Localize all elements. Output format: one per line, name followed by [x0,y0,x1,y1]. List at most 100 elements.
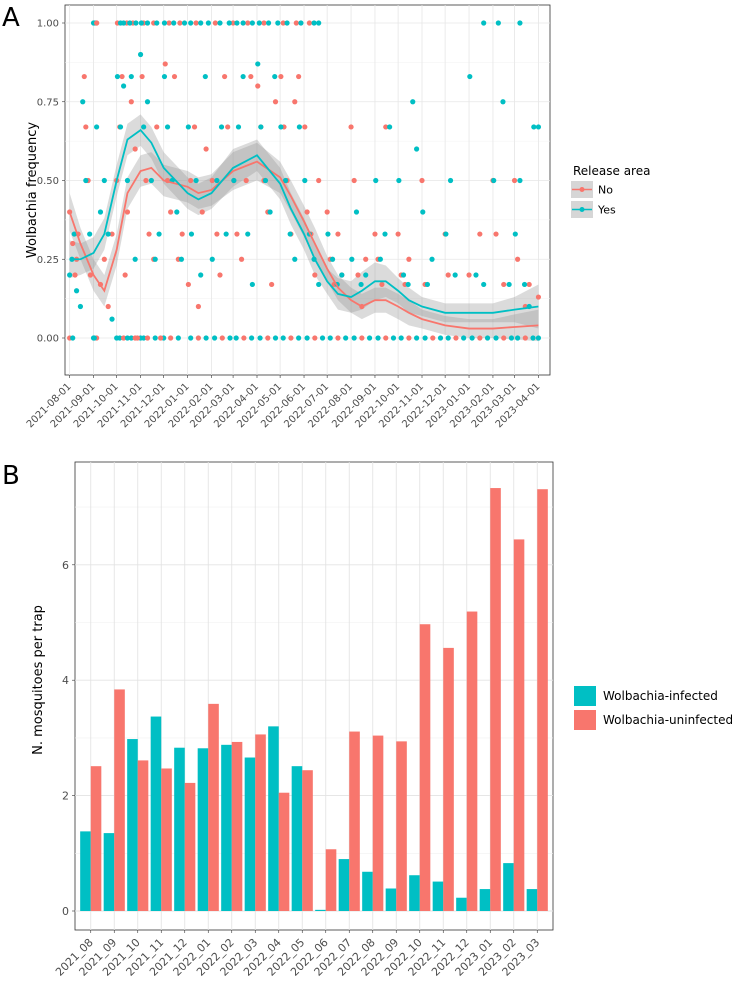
data-point [531,124,537,130]
data-point [296,335,302,341]
data-point [272,99,279,105]
data-point [144,99,151,105]
data-point [420,209,426,215]
data-point [312,272,318,278]
data-point [390,335,397,341]
data-point [395,231,401,237]
data-point [500,99,506,105]
data-point [94,20,100,26]
chart-b-y-ticks: 0 2 4 6 [62,559,75,918]
data-point [296,73,302,80]
smooth-line-no [68,160,539,330]
data-point [526,281,532,288]
data-point [302,177,308,184]
data-point [234,231,240,237]
data-point [495,20,501,26]
bar-infected [244,757,256,911]
data-point [443,231,449,237]
data-point [517,177,523,184]
data-point [171,73,178,80]
data-point [515,335,521,341]
data-point [154,124,160,130]
data-point [522,335,528,341]
data-point [161,73,168,80]
bar-infected [174,747,185,911]
data-point [154,20,160,26]
data-point [114,73,121,80]
y-tick-label: 4 [62,674,69,687]
data-point [405,281,411,288]
data-point [288,335,294,341]
data-point [214,177,220,184]
chart-a-wolbachia-frequency: 0.00 0.25 0.50 0.75 1.00 2021-08-012021-09-0… [25,4,650,430]
bar-infected [80,831,91,911]
data-point [121,20,127,26]
legend-key-no-point [579,187,585,192]
data-point [166,20,172,26]
data-point [132,146,138,152]
bar-infected [409,875,420,911]
data-point [124,177,131,184]
data-point [255,83,261,89]
data-point [272,335,279,341]
data-point [191,124,198,130]
data-point [316,281,322,288]
data-point [373,177,379,184]
legend-label-yes: Yes [597,204,616,217]
data-point [375,335,381,341]
data-point [227,335,233,341]
data-point [491,177,497,184]
data-point [398,335,404,341]
data-point [355,272,361,278]
data-point [453,335,459,341]
data-point [382,231,388,237]
data-point [234,20,240,26]
bar-infected [127,739,138,911]
data-point [121,335,127,341]
data-point [209,177,215,184]
data-point [410,99,416,105]
bar-uninfected [302,770,313,911]
data-point [134,335,141,341]
data-point [132,256,138,262]
data-point [296,124,303,130]
data-point [379,281,385,288]
data-point [424,281,431,288]
data-point [71,231,77,237]
data-point [158,335,164,341]
bar-uninfected [231,741,243,911]
legend-key-infected [574,686,596,706]
data-point [203,146,209,152]
data-point [265,335,271,341]
data-point [243,177,249,184]
data-point [133,20,139,26]
bar-uninfected [161,768,172,911]
data-point [226,20,232,26]
bar-infected [197,748,209,911]
data-point [257,335,263,341]
data-point [94,124,100,130]
bar-infected [221,744,232,911]
data-point [348,124,354,130]
bar-uninfected [443,647,454,911]
data-point [205,20,212,26]
data-point [97,209,104,215]
bar-uninfected [466,611,478,911]
data-point [353,209,360,215]
data-point [162,61,168,67]
data-point [481,20,487,26]
data-point [501,335,507,341]
data-point [141,124,147,130]
data-point [217,272,223,278]
data-point [383,124,389,130]
data-point [156,231,162,237]
data-point [73,288,80,294]
bar-uninfected [114,689,125,911]
data-point [72,272,78,278]
data-point [406,335,412,341]
data-point [312,335,318,341]
bar-infected [503,863,514,911]
data-point [179,231,185,237]
panel-b-letter: B [2,461,20,491]
smooth-line-yes [69,128,539,314]
